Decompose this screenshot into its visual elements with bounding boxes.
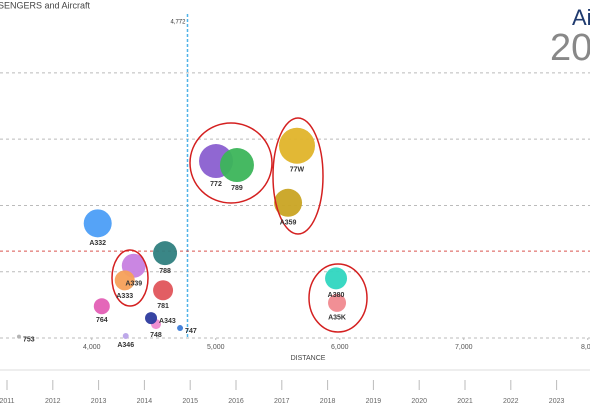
bubble-label: A343 xyxy=(159,318,176,325)
bubble xyxy=(153,241,178,266)
timeline-label: 2018 xyxy=(320,398,336,405)
x-tick-label: 8,00 xyxy=(581,344,590,351)
timeline-label: 2020 xyxy=(411,398,427,405)
ellipse xyxy=(308,263,368,333)
bubble-label: 772 xyxy=(210,181,222,188)
bubble-label: A359 xyxy=(280,220,297,227)
x-tick-label: 4,000 xyxy=(83,344,101,351)
bubble xyxy=(153,280,174,301)
bubble xyxy=(145,312,158,325)
timeline-label: 2015 xyxy=(182,398,198,405)
bubble xyxy=(16,334,21,339)
bubble xyxy=(83,209,112,238)
bubble xyxy=(177,325,184,332)
x-tick-label: 6,000 xyxy=(331,344,349,351)
timeline-label: 2022 xyxy=(503,398,519,405)
ellipse xyxy=(272,117,324,235)
bubble-label: 764 xyxy=(96,317,108,324)
timeline-label: 2011 xyxy=(0,398,15,405)
bubble xyxy=(122,333,129,340)
bubble xyxy=(274,188,303,217)
bubble xyxy=(325,267,348,290)
bubble-label: 788 xyxy=(159,268,171,275)
corner-title: Ai xyxy=(572,5,590,30)
bubble-label: 789 xyxy=(231,185,243,192)
annotation-ellipses xyxy=(111,117,368,333)
bubble xyxy=(278,127,315,164)
timeline-label: 2021 xyxy=(457,398,473,405)
bubble-label: A346 xyxy=(117,342,134,349)
x-axis-label: DISTANCE xyxy=(291,355,326,362)
timeline-label: 2016 xyxy=(228,398,244,405)
bubble xyxy=(114,270,135,291)
bubble-label: A380 xyxy=(328,292,345,299)
bubble xyxy=(93,298,110,315)
bubble-label: 77W xyxy=(290,167,305,174)
timeline-label: 2017 xyxy=(274,398,290,405)
bubble-label: 747 xyxy=(185,328,197,335)
chart-title: SENGERS and Aircraft xyxy=(0,0,91,10)
ellipse xyxy=(189,122,273,204)
corner-subtitle: 20 xyxy=(550,27,590,69)
bubble-label: A332 xyxy=(89,240,106,247)
ellipse xyxy=(111,249,149,307)
bubble xyxy=(328,293,347,312)
bubble-label: A333 xyxy=(116,293,133,300)
timeline-label: 2012 xyxy=(45,398,61,405)
bubble-label: A339 xyxy=(125,281,142,288)
bubble-label: A35K xyxy=(328,315,346,322)
x-tick-label: 5,000 xyxy=(207,344,225,351)
timeline-label: 2023 xyxy=(549,398,565,405)
bubble-label: 753 xyxy=(23,337,35,344)
x-reference-label: 4,772 xyxy=(170,20,186,26)
timeline-label: 2014 xyxy=(137,398,153,405)
bubble xyxy=(219,148,254,183)
bubble-label: 748 xyxy=(150,332,162,339)
timeline-label: 2019 xyxy=(366,398,382,405)
bubble-label: 781 xyxy=(157,303,169,310)
x-tick-label: 7,000 xyxy=(455,344,473,351)
timeline-label: 2013 xyxy=(91,398,107,405)
